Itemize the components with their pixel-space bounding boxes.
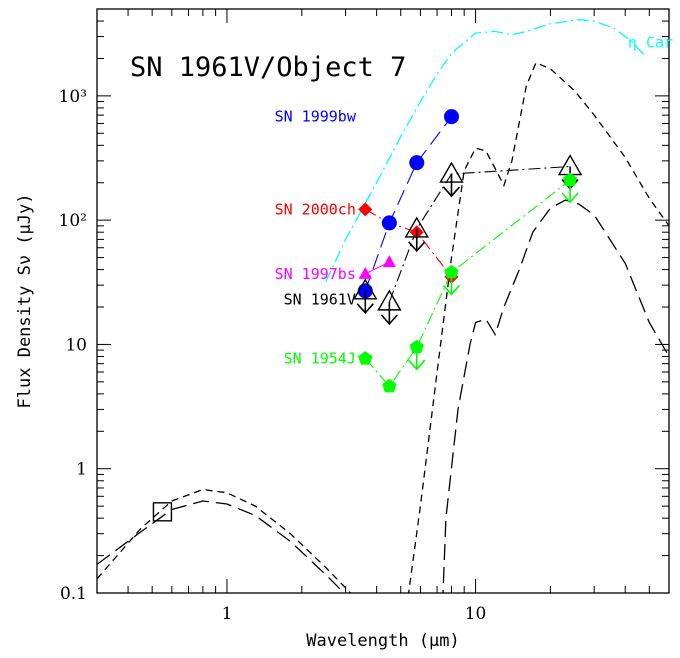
marker-sn-1954j (562, 172, 578, 187)
marker-sn-1954j (444, 264, 459, 279)
annotation-2: SN 1997bs (275, 265, 356, 283)
model-curves (97, 19, 669, 593)
marker-sn-1954j-limit-arrow (561, 180, 579, 204)
marker-sn-1999bw (409, 155, 425, 171)
marker-sn-1997bs (358, 266, 372, 279)
marker-sn-1961v-limit-arrow (408, 228, 426, 253)
plot-frame (96, 8, 670, 594)
model-curve-1 (97, 61, 669, 593)
marker-sn-1997bs (382, 255, 396, 268)
annotation-5: η Car (628, 33, 673, 51)
marker-sn-1961v-limit-arrow (380, 301, 398, 326)
y-tick-label: 0.1 (60, 584, 87, 604)
y-axis-label: Flux Density Sν (μJy) (15, 194, 35, 409)
connector-line-1 (365, 208, 452, 278)
marker-sn-1954j (358, 351, 373, 365)
connector-line-0 (364, 116, 452, 291)
y-tick-label: 1 (76, 460, 87, 480)
x-axis-label: Wavelength (μm) (306, 631, 460, 651)
annotation-4: SN 1954J (284, 350, 356, 368)
marker-sn-1954j-limit-arrow (442, 272, 461, 296)
connector-line-4 (364, 179, 571, 388)
marker-sn-1999bw (443, 109, 459, 125)
axis-ticks: 1 10 0.1 1 10 10² 10³ (59, 8, 670, 624)
marker-sn-2000ch (358, 202, 373, 217)
x-tick-label: 10 (465, 604, 487, 624)
annotation-0: SN 1999bw (275, 108, 357, 126)
y-tick-label: 10² (59, 211, 87, 231)
marker-sn-1961v-limit-arrow (442, 174, 461, 198)
marker-sn-1954j-limit-arrow (408, 347, 426, 371)
annotation-1: SN 2000ch (275, 200, 356, 218)
y-tick-label: 10³ (59, 87, 87, 107)
y-tick-label: 10 (65, 335, 87, 355)
marker-sn-1999bw (381, 215, 397, 231)
annotations: SN 1999bw SN 2000ch SN 1997bs SN 1961V SN 19… (275, 33, 673, 367)
marker-sn-1961v-limit-arrow (356, 290, 374, 315)
connector-line-3 (388, 165, 571, 303)
chart-title: SN 1961V/Object 7 (130, 52, 406, 83)
marker-sn-1954j (409, 339, 424, 354)
data-markers (152, 109, 583, 522)
model-curve-2 (97, 199, 669, 593)
model-curve-0 (325, 19, 646, 282)
annotation-3: SN 1961V (284, 290, 356, 308)
x-tick-label: 1 (222, 604, 233, 624)
optical-square-marker (152, 502, 173, 522)
connector-lines (364, 116, 571, 388)
marker-sn-1954j (382, 378, 397, 393)
